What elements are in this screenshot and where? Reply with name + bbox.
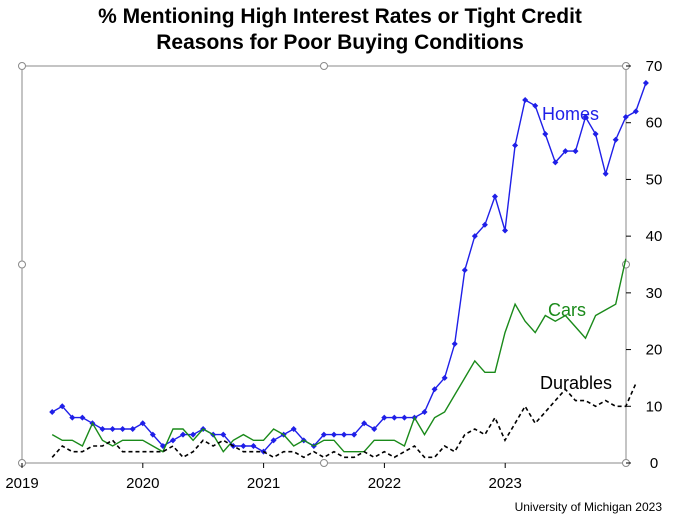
y-tick-label: 50 [646,171,663,188]
frame-handle [320,62,328,70]
data-point [129,425,136,432]
data-point [471,233,478,240]
data-point [99,425,106,432]
data-point [220,431,227,438]
y-tick-label: 30 [646,285,663,302]
data-point [421,408,428,415]
data-point [139,420,146,427]
chart-title: % Mentioning High Interest Rates or Tigh… [0,4,680,56]
y-tick-label: 40 [646,228,663,245]
data-point [612,136,619,143]
data-point [240,442,247,449]
data-point [512,142,519,149]
y-tick-label: 70 [646,58,663,75]
series-label-durables: Durables [540,373,612,393]
data-point [59,403,66,410]
data-point [582,114,589,121]
data-point [169,437,176,444]
x-tick-label: 2022 [368,475,401,492]
data-point [391,414,398,421]
data-point [622,114,629,121]
data-point [180,431,187,438]
data-point [642,80,649,87]
x-tick-label: 2021 [247,475,280,492]
series-line-cars [51,258,627,453]
frame-handle [18,62,26,70]
data-point [109,425,116,432]
data-point [351,431,358,438]
data-point [119,425,126,432]
data-point [502,227,509,234]
plot-frame [21,65,627,464]
data-point [481,221,488,228]
data-point [330,431,337,438]
data-point [290,425,297,432]
frame-handle [18,260,26,269]
frame-handle [320,459,328,467]
source-note: University of Michigan 2023 [514,500,662,514]
data-point [542,131,549,138]
data-point [270,437,277,444]
data-point [491,193,498,200]
y-tick-label: 10 [646,398,663,415]
x-tick-label: 2019 [5,475,38,492]
data-point [572,148,579,155]
y-tick-label: 60 [646,115,663,132]
data-point [532,102,539,109]
data-point [592,131,599,138]
data-point [190,431,197,438]
data-point [451,340,458,347]
data-point [149,431,156,438]
data-point [461,267,468,274]
x-tick-label: 2020 [126,475,159,492]
y-tick-label: 0 [650,455,658,472]
data-point [632,108,639,115]
data-point [250,442,257,449]
data-point [602,170,609,177]
data-point [49,408,56,415]
data-point [341,431,348,438]
data-point [69,414,76,421]
data-point [401,414,408,421]
data-point [522,97,529,104]
data-point [562,148,569,155]
series-label-cars: Cars [548,300,586,320]
x-tick-label: 2023 [489,475,522,492]
series-line-homes [51,82,647,453]
series-label-homes: Homes [542,104,599,124]
y-tick-label: 20 [646,342,663,359]
chart-title-line-2: Reasons for Poor Buying Conditions [156,31,524,54]
data-point [79,414,86,421]
data-point [371,425,378,432]
data-point [361,420,368,427]
data-point [431,386,438,393]
data-point [441,374,448,381]
data-point [552,159,559,166]
chart-title-line-1: % Mentioning High Interest Rates or Tigh… [98,5,582,28]
data-point [320,431,327,438]
data-point [381,414,388,421]
series-line-durables [51,383,637,459]
